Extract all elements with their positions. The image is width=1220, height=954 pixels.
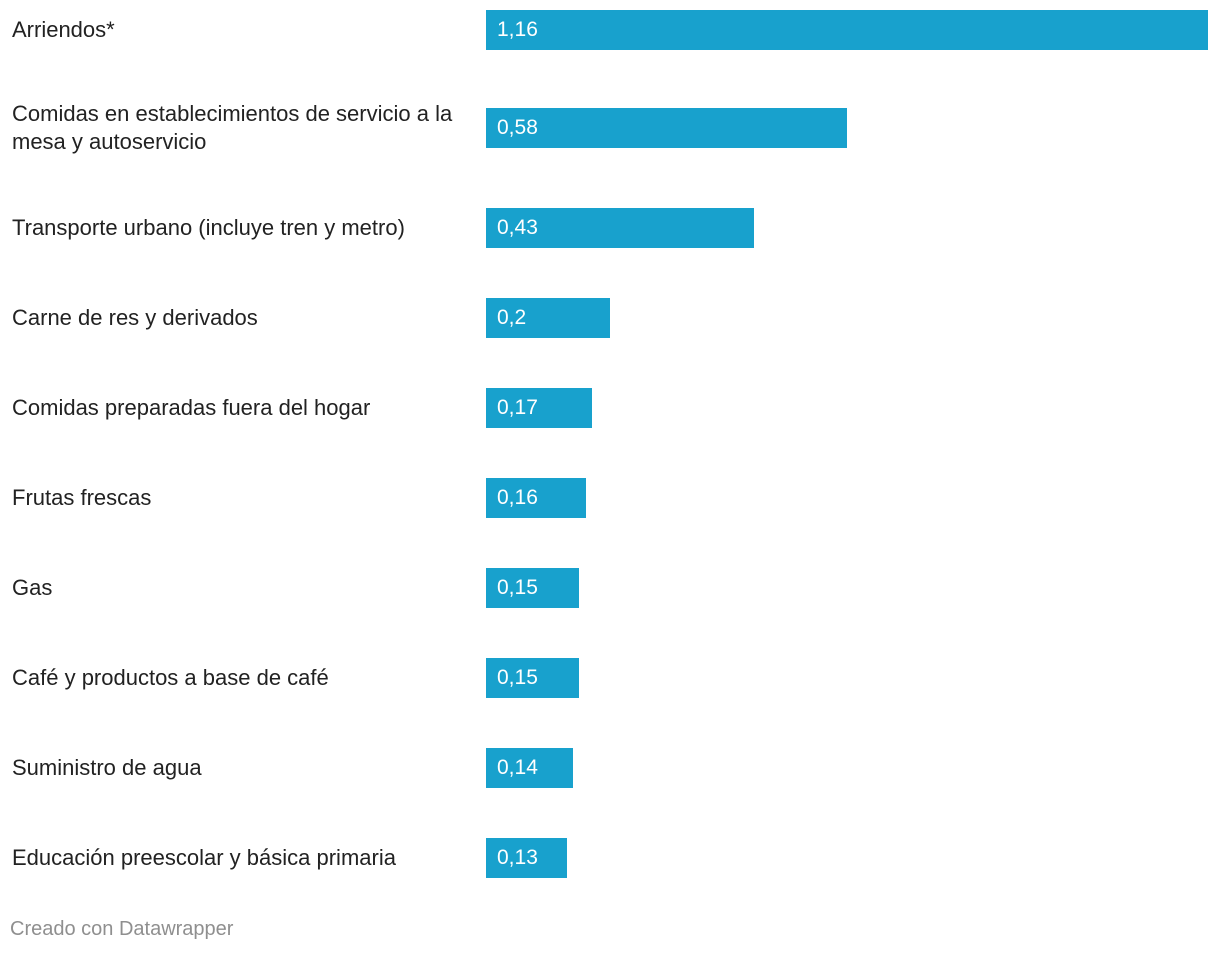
- category-label: Transporte urbano (incluye tren y metro): [12, 215, 405, 240]
- category-label: Frutas frescas: [12, 485, 152, 510]
- category-label: Suministro de agua: [12, 755, 202, 780]
- bar-value-label: 0,14: [497, 756, 538, 779]
- category-label: Café y productos a base de café: [12, 665, 329, 690]
- credit-text: Creado con Datawrapper: [10, 918, 234, 940]
- bar: [486, 208, 754, 248]
- bar-value-label: 0,16: [497, 486, 538, 509]
- bar-value-label: 0,13: [497, 846, 538, 869]
- bar-value-label: 0,58: [497, 116, 538, 139]
- bar: [486, 568, 579, 608]
- category-label: Gas: [12, 575, 53, 600]
- category-label: Comidas preparadas fuera del hogar: [12, 395, 371, 420]
- bar: [486, 108, 847, 148]
- bar: [486, 478, 586, 518]
- category-label: Arriendos*: [12, 17, 115, 42]
- category-label: Comidas en establecimientos de servicio …: [12, 101, 453, 154]
- bar-value-label: 1,16: [497, 18, 538, 41]
- bar: [486, 298, 610, 338]
- bar: [486, 838, 567, 878]
- bar-value-label: 0,17: [497, 396, 538, 419]
- bar: [486, 10, 1208, 50]
- bar: [486, 748, 573, 788]
- bar: [486, 658, 579, 698]
- bar-value-label: 0,15: [497, 666, 538, 689]
- bar-value-label: 0,2: [497, 306, 527, 329]
- bar: [486, 388, 592, 428]
- category-label: Educación preescolar y básica primaria: [12, 845, 396, 870]
- bar-value-label: 0,43: [497, 216, 538, 239]
- bar-value-label: 0,15: [497, 576, 538, 599]
- category-label: Carne de res y derivados: [12, 305, 258, 330]
